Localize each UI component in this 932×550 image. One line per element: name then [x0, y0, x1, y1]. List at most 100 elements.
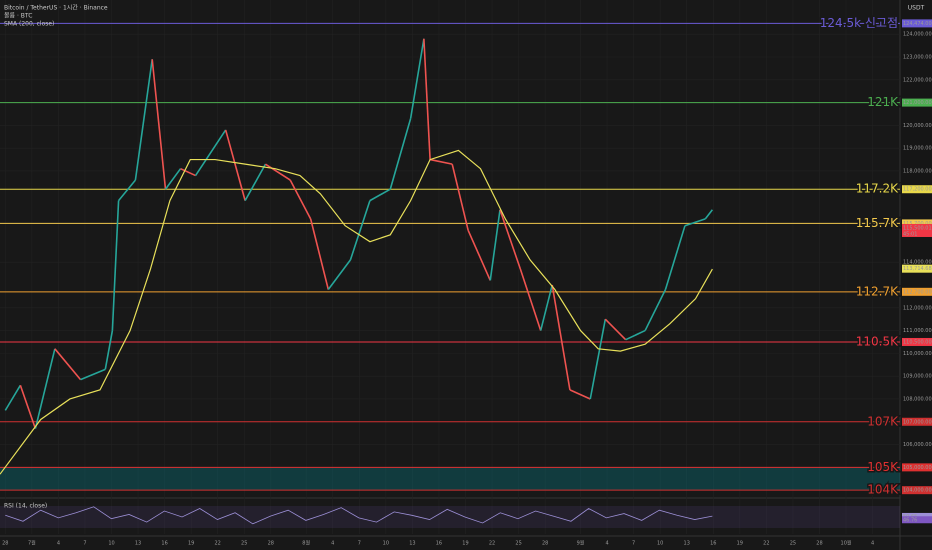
- axis-tag-label: 124,474.00: [903, 21, 932, 27]
- price-segment: [194, 129, 227, 176]
- y-tick-label: 110,000.00: [903, 351, 932, 357]
- x-tick-label: 4: [605, 541, 608, 547]
- y-tick-label: 114,000.00: [903, 260, 932, 266]
- x-tick-label: 25: [241, 541, 247, 547]
- x-tick-label: 19: [737, 541, 743, 547]
- sma-tag-label: 113,714.68: [903, 266, 932, 272]
- level-label: 115.7K: [856, 216, 899, 230]
- x-tick-label: 19: [462, 541, 468, 547]
- x-tick-label: 4: [57, 541, 60, 547]
- price-segment: [704, 209, 714, 220]
- price-segment: [4, 384, 22, 411]
- x-tick-label: 16: [436, 541, 442, 547]
- x-tick-label: 13: [684, 541, 690, 547]
- y-tick-label: 122,000.00: [903, 77, 932, 83]
- price-segment: [224, 129, 246, 201]
- volume-label: 볼륨 · BTC: [4, 13, 32, 20]
- x-tick-label: 13: [409, 541, 415, 547]
- price-segment: [604, 318, 627, 341]
- y-tick-label: 124,000.00: [903, 32, 932, 38]
- price-segment: [265, 163, 291, 181]
- price-segment: [625, 329, 646, 341]
- indicator-label: SMA (200, close): [4, 21, 54, 28]
- y-tick-label: 106,000.00: [903, 442, 932, 448]
- support-zone: [0, 467, 900, 491]
- x-tick-label: 25: [790, 541, 796, 547]
- level-label: 117.2K: [856, 182, 899, 196]
- level-label: 107K: [867, 414, 899, 428]
- x-tick-label: 7: [632, 541, 635, 547]
- price-segment: [664, 225, 686, 290]
- price-segment: [644, 289, 667, 331]
- x-tick-label: 4: [331, 541, 334, 547]
- price-segment: [569, 389, 591, 400]
- y-tick-label: 109,000.00: [903, 374, 932, 380]
- price-segment: [244, 163, 267, 202]
- price-tag: [902, 223, 932, 237]
- x-tick-label: 7: [358, 541, 361, 547]
- price-segment: [519, 268, 542, 331]
- price-segment: [489, 209, 501, 281]
- x-tick-label: 28: [816, 541, 822, 547]
- currency[interactable]: USDT: [908, 5, 925, 12]
- y-tick-label: 119,000.00: [903, 146, 932, 152]
- sma-line: [0, 149, 713, 475]
- x-tick-label: 10: [383, 541, 389, 547]
- x-tick-label: 4: [871, 541, 874, 547]
- y-tick-label: 111,000.00: [903, 328, 932, 334]
- price-segment: [684, 218, 706, 227]
- rsi-title: RSI (14, close): [4, 503, 47, 510]
- x-tick-label: 7월: [28, 540, 36, 547]
- axis-tag-label: 104,000.00: [903, 488, 932, 494]
- x-tick-label: 7: [83, 541, 86, 547]
- x-tick-label: 9월: [577, 540, 585, 547]
- axis-tag-label: 115,700.00: [903, 221, 932, 227]
- x-tick-label: 25: [515, 541, 521, 547]
- axis-tag: [902, 287, 932, 296]
- y-tick-label: 120,000.00: [903, 123, 932, 129]
- y-tick-label: 112,000.00: [903, 305, 932, 311]
- price-segment: [104, 330, 114, 370]
- axis-tag: [902, 219, 932, 228]
- x-tick-label: 10: [108, 541, 114, 547]
- axis-tag-label: 117,200.00: [903, 187, 932, 193]
- sma-tag: [902, 264, 932, 273]
- rsi-tag: [902, 516, 932, 524]
- axis-tag: [902, 463, 932, 472]
- price-segment: [309, 218, 330, 290]
- price-segment: [539, 284, 553, 331]
- rsi-band: [0, 506, 900, 528]
- price-segment: [551, 284, 571, 390]
- y-tick-label: 118,000.00: [903, 168, 932, 174]
- x-tick-label: 28: [268, 541, 274, 547]
- y-tick-label: 108,000.00: [903, 396, 932, 402]
- x-tick-label: 16: [710, 541, 716, 547]
- price-axis: [900, 0, 932, 550]
- axis-tag-label: 105,000.00: [903, 465, 932, 471]
- price-segment: [111, 200, 120, 331]
- axis-tag: [902, 19, 932, 28]
- x-tick-label: 22: [763, 541, 769, 547]
- price-segment: [423, 38, 431, 160]
- price-segment: [117, 179, 137, 202]
- axis-tag-label: 107,000.00: [903, 419, 932, 425]
- axis-tag-label: 121,000.00: [903, 100, 932, 106]
- price-segment: [289, 179, 312, 220]
- price-segment: [34, 348, 56, 429]
- price-segment: [467, 229, 491, 281]
- x-tick-label: 28: [542, 541, 548, 547]
- price-segment: [429, 158, 453, 165]
- price-tag-label: 115,500.01: [903, 225, 932, 231]
- x-tick-label: 22: [215, 541, 221, 547]
- price-segment: [499, 209, 522, 270]
- price-segment: [19, 385, 37, 429]
- price-segment: [389, 118, 412, 190]
- level-label: 112.7K: [856, 284, 899, 298]
- x-tick-label: 28: [2, 541, 8, 547]
- axis-tag: [902, 185, 932, 194]
- axis-tag-label: 112,700.00: [903, 289, 932, 295]
- axis-tag-label: 110,500.00: [903, 339, 932, 345]
- level-label: 105K: [867, 460, 899, 474]
